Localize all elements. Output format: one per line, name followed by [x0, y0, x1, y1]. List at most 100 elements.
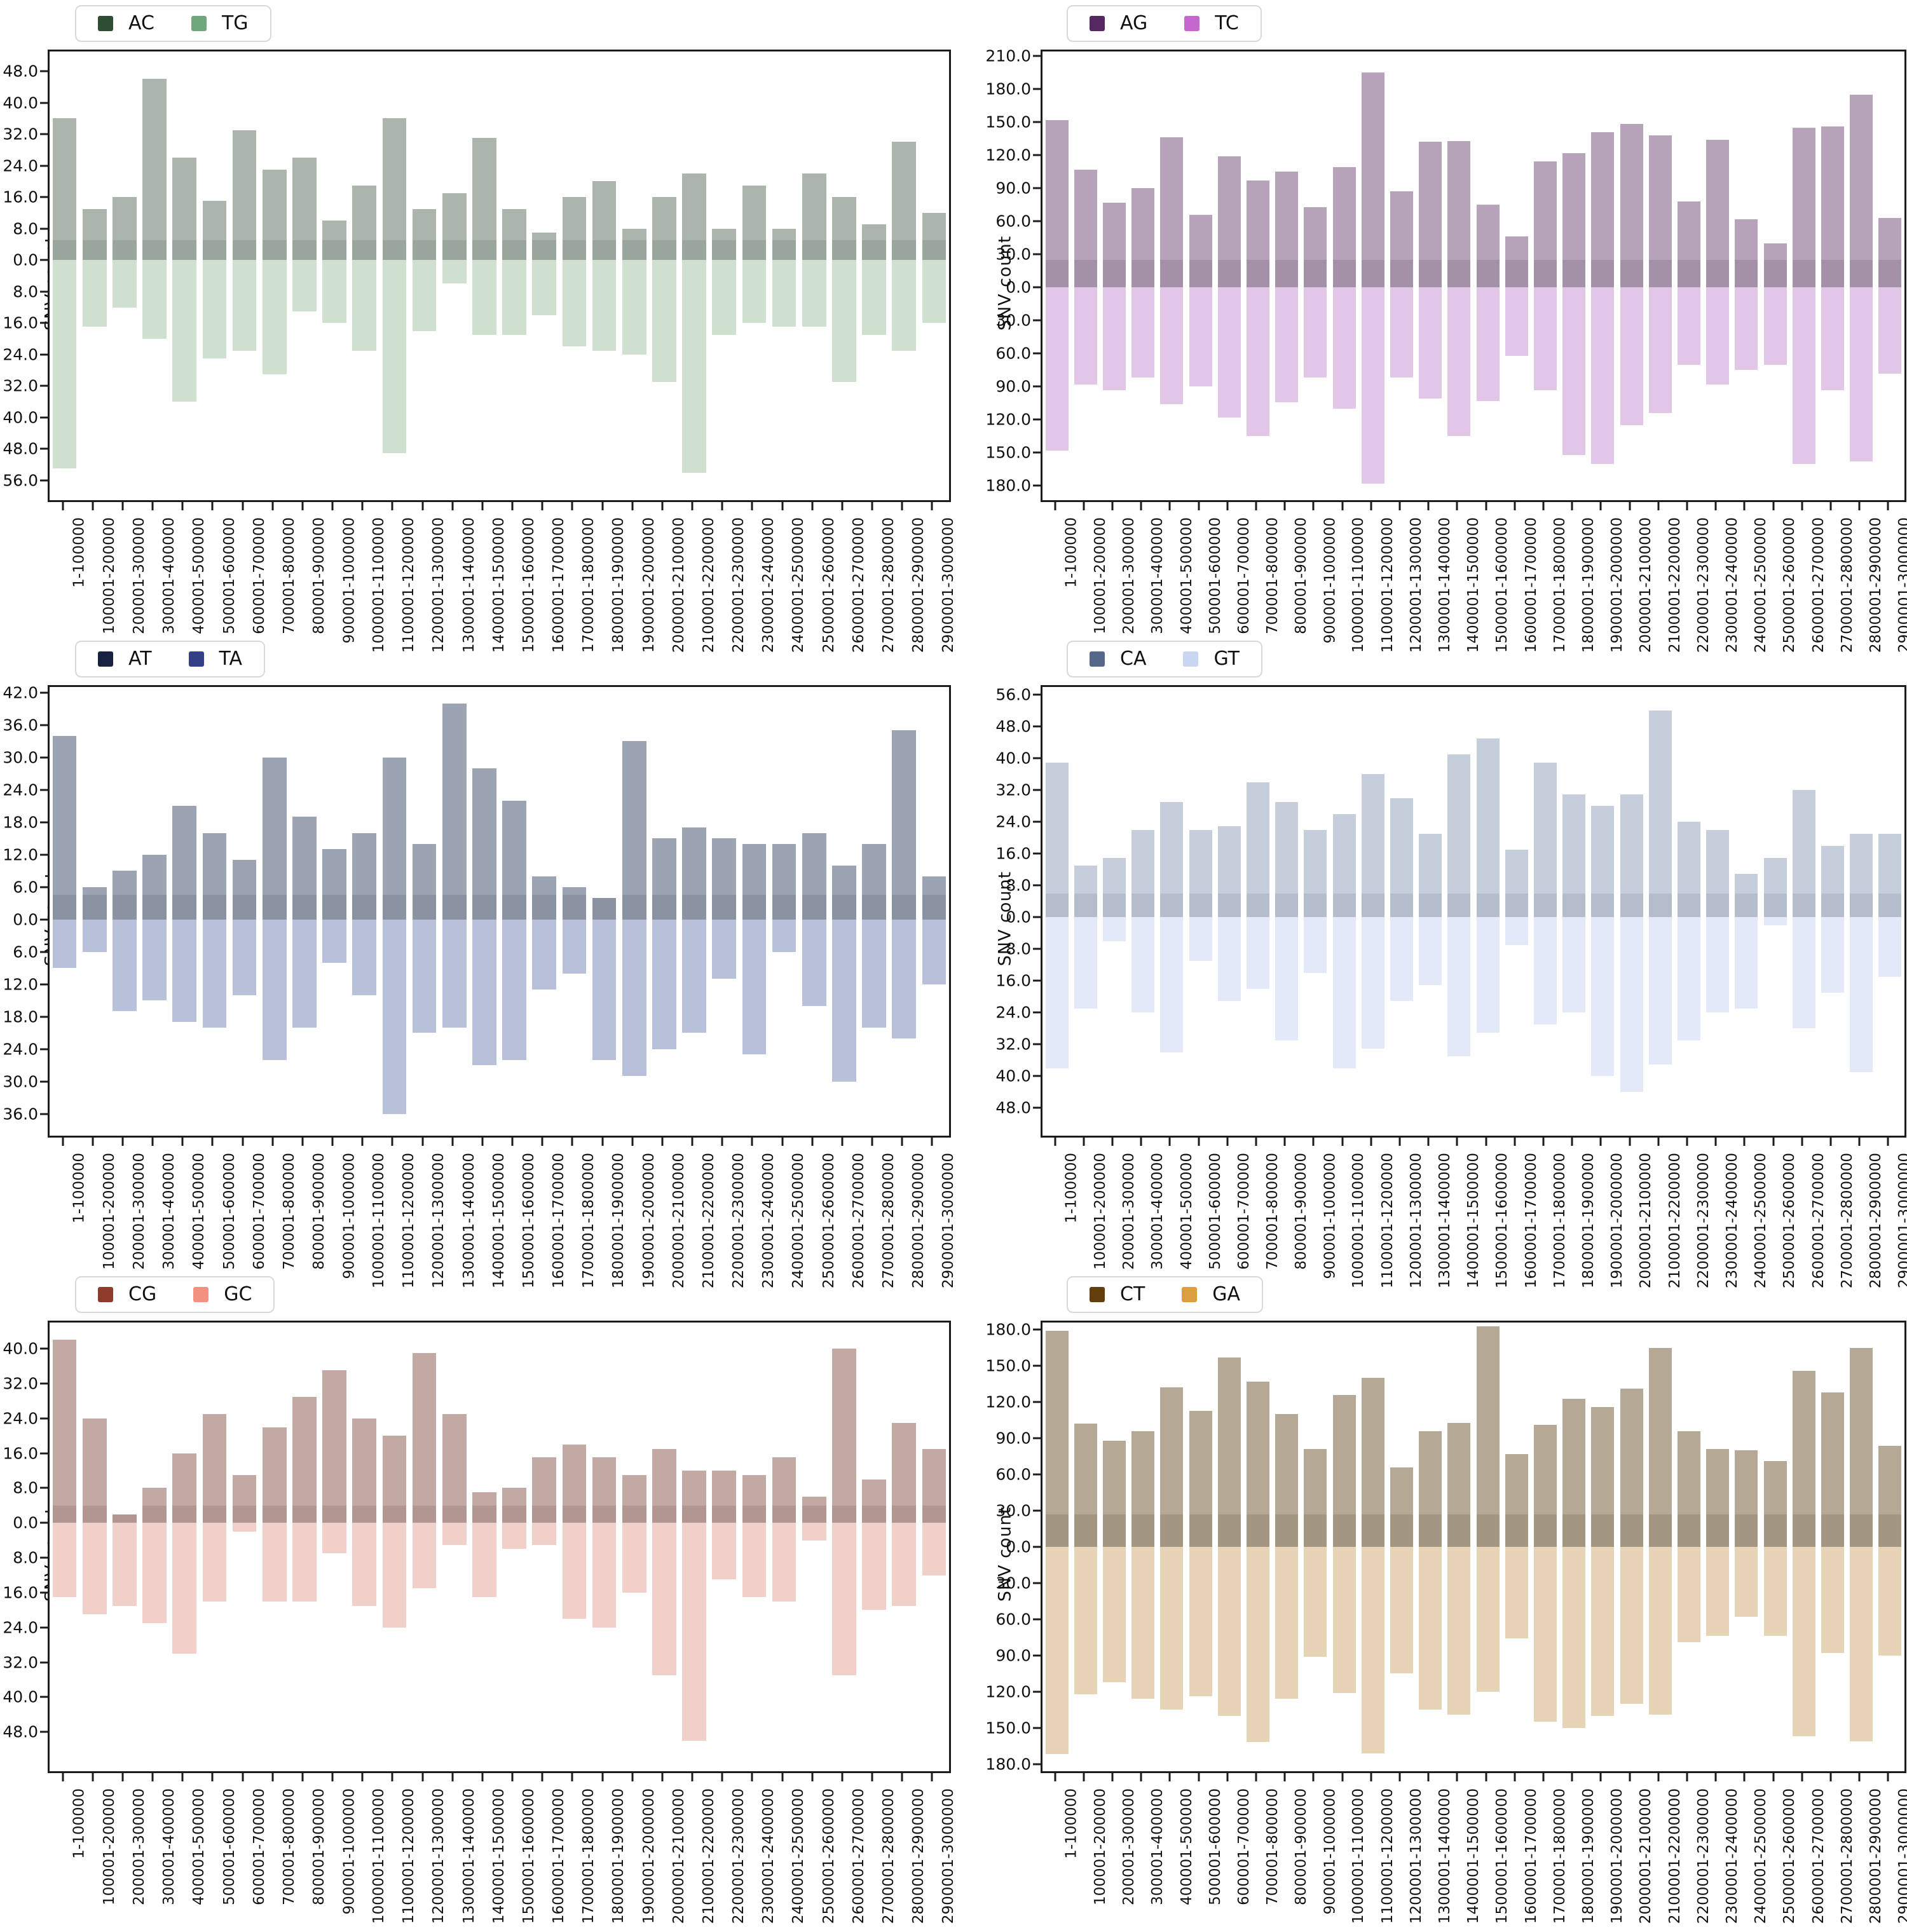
x-tick-label: 2800001-2900000: [1868, 517, 1885, 653]
x-tick-mark: [1226, 502, 1229, 510]
x-tick-mark: [1686, 1773, 1688, 1781]
bar-group: [1387, 51, 1416, 500]
bar-down-TG: [292, 260, 317, 311]
bar-group: [1789, 51, 1818, 500]
y-tick-mark: [1033, 884, 1041, 887]
y-tick-mark: [1033, 1401, 1041, 1403]
bar-up-CA: [1447, 754, 1471, 918]
x-tick-label: 600001-700000: [1235, 517, 1252, 634]
x-tick-mark: [1255, 1773, 1257, 1781]
bar-group: [1789, 687, 1818, 1136]
x-tick-mark: [631, 1773, 634, 1781]
x-tick-label: 1300001-1400000: [460, 1788, 477, 1924]
x-tick-label: 2600001-2700000: [850, 517, 867, 653]
y-tick-mark: [1033, 1328, 1041, 1331]
bar-down-TG: [262, 260, 287, 374]
x-tick-mark: [661, 1138, 664, 1146]
bar-overlap-band: [1677, 893, 1701, 918]
x-tick-mark: [631, 502, 634, 510]
bar-down-GT: [1131, 917, 1155, 1013]
x-tick-label: 2000001-2100000: [1637, 1153, 1655, 1289]
bar-overlap-band: [1419, 1514, 1442, 1547]
x-tick-label: 1800001-1900000: [610, 517, 627, 653]
bar-group: [50, 51, 79, 500]
x-tick-label: 1700001-1800000: [1552, 1153, 1568, 1289]
legend-label: AG: [1120, 12, 1148, 34]
bar-group: [859, 687, 889, 1136]
bar-group: [739, 687, 769, 1136]
bar-group: [1818, 51, 1847, 500]
bar-overlap-band: [682, 240, 706, 261]
bar-group: [1301, 1323, 1330, 1771]
bar-down-TA: [862, 919, 886, 1028]
y-tick-label: 30.0: [995, 311, 1031, 330]
x-tick-mark: [1801, 502, 1803, 510]
bar-down-TC: [1160, 287, 1184, 405]
bar-up-AG: [1045, 119, 1069, 288]
legend-item-AG: AG: [1090, 14, 1147, 33]
bar-overlap-band: [232, 895, 257, 920]
x-tick-label: 2000001-2100000: [670, 517, 687, 653]
y-tick-label: 0.0: [13, 910, 38, 929]
x-tick-label: 2000001-2100000: [670, 1788, 687, 1924]
bar-group: [769, 687, 799, 1136]
bar-group: [1071, 51, 1100, 500]
x-tick-mark: [1599, 1773, 1602, 1781]
bar-down-GA: [1706, 1547, 1730, 1636]
y-tick-mark: [40, 854, 48, 856]
x-tick-label: 1400001-1500000: [1465, 1788, 1482, 1924]
x-tick-mark: [571, 1138, 573, 1146]
y-tick-label: 24.0: [3, 345, 38, 364]
bar-overlap-band: [562, 895, 587, 920]
chart-ca-gt: CA GT SNV count 56.0 48.0 40.0 32.0 24.0 16.0 8.0…: [954, 636, 1907, 1288]
bar-down-TC: [1792, 287, 1815, 464]
x-tick-mark: [1140, 1138, 1142, 1146]
x-tick-mark: [1657, 1773, 1660, 1781]
legend-label: GC: [224, 1283, 252, 1305]
bar-overlap-band: [382, 240, 407, 261]
x-tick-label: 100001-200000: [100, 1153, 118, 1270]
bar-down-TC: [1102, 287, 1126, 390]
bar-group: [1674, 51, 1703, 500]
bar-overlap-band: [1419, 893, 1442, 918]
bar-group: [859, 1323, 889, 1771]
x-tick-mark: [571, 502, 573, 510]
bar-overlap-band: [1332, 1514, 1356, 1547]
y-tick-label: 40.0: [3, 93, 38, 112]
x-tick-label: 1000001-1100000: [371, 1153, 388, 1289]
y-tick-mark: [1033, 757, 1041, 759]
y-tick-mark: [40, 886, 48, 888]
bar-group: [1129, 1323, 1158, 1771]
x-tick-label: 1500001-1600000: [521, 517, 538, 653]
y-tick-mark: [40, 756, 48, 759]
bar-overlap-band: [1878, 1514, 1902, 1547]
bar-overlap-band: [472, 1505, 496, 1523]
bar-overlap-band: [892, 1505, 917, 1523]
x-tick-mark: [901, 1773, 903, 1781]
y-tick-label: 24.0: [995, 812, 1031, 831]
bar-down-TC: [1505, 287, 1528, 356]
bar-overlap-band: [1189, 1514, 1212, 1547]
x-tick-label: 1000001-1100000: [1350, 1153, 1367, 1289]
bar-down-GC: [292, 1523, 317, 1602]
bar-overlap-band: [1045, 259, 1069, 288]
bar-group: [1847, 1323, 1876, 1771]
bar-down-TC: [1677, 287, 1701, 365]
bar-overlap-band: [1821, 1514, 1845, 1547]
bar-group: [259, 687, 289, 1136]
legend-swatch-icon: [1090, 1287, 1105, 1302]
x-tick-label: 600001-700000: [250, 1153, 268, 1270]
bar-overlap-band: [1246, 259, 1270, 288]
x-tick-mark: [901, 502, 903, 510]
bar-down-GC: [712, 1523, 737, 1580]
bar-overlap-band: [712, 1505, 737, 1523]
x-tick-label: 1500001-1600000: [1494, 1788, 1511, 1924]
y-tick-label: 32.0: [995, 1035, 1031, 1054]
y-tick-label: 40.0: [3, 1339, 38, 1358]
y-tick-label: 150.0: [985, 1718, 1031, 1738]
legend-label: TC: [1215, 12, 1239, 34]
x-tick-label: 900001-1000000: [1322, 1788, 1339, 1915]
bar-group: [1847, 687, 1876, 1136]
y-tick-mark: [40, 1417, 48, 1420]
bar-overlap-band: [232, 240, 257, 261]
